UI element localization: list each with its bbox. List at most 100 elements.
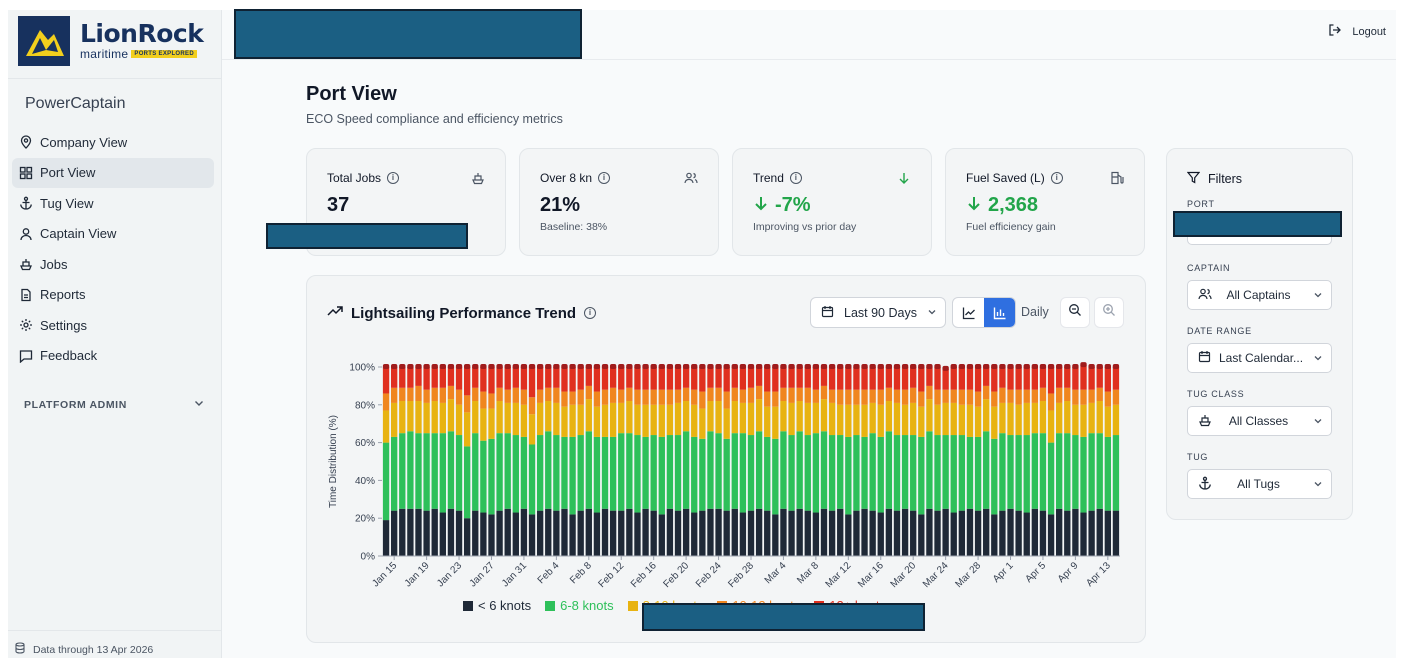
bar-segment xyxy=(609,367,617,388)
bar-segment xyxy=(585,508,592,556)
tug-select[interactable]: All Tugs xyxy=(1187,469,1332,499)
sidebar-item-settings[interactable]: Settings xyxy=(12,310,214,341)
bar-segment xyxy=(609,436,617,511)
zoom-out-button[interactable] xyxy=(1060,297,1090,328)
bar-segment xyxy=(382,410,390,443)
logout-button[interactable]: Logout xyxy=(1328,23,1386,40)
bar-segment xyxy=(682,431,690,509)
sidebar-item-feedback[interactable]: Feedback xyxy=(12,341,214,372)
bar-chart-button[interactable] xyxy=(984,298,1015,327)
bar-segment xyxy=(974,391,982,407)
bar-segment xyxy=(626,401,633,434)
bar-segment xyxy=(747,435,755,511)
anchor-icon xyxy=(1198,476,1212,493)
fuel-icon xyxy=(1110,171,1124,190)
tug-class-select[interactable]: All Classes xyxy=(1187,406,1332,436)
bar-segment xyxy=(853,367,860,390)
y-tick-label: 60% xyxy=(355,438,375,449)
bar-segment xyxy=(423,433,430,511)
bar-segment xyxy=(569,367,576,392)
calendar-icon xyxy=(1198,350,1211,366)
bar-segment xyxy=(926,431,933,509)
bar-cap xyxy=(520,364,528,369)
bar-cap xyxy=(399,364,406,369)
bar-segment xyxy=(893,389,901,403)
bar-cap xyxy=(658,364,665,369)
bar-segment xyxy=(496,401,503,434)
info-icon[interactable]: i xyxy=(789,172,802,184)
info-icon[interactable]: i xyxy=(387,172,400,184)
bar-segment xyxy=(755,367,763,386)
bar-segment xyxy=(455,510,463,556)
app-name: PowerCaptain xyxy=(25,95,126,112)
bar-segment xyxy=(999,367,1006,388)
bar-segment xyxy=(983,385,990,400)
bar-cap xyxy=(455,364,463,369)
sidebar-item-tug-view[interactable]: Tug View xyxy=(12,188,214,219)
bar-segment xyxy=(609,402,617,437)
sidebar-item-jobs[interactable]: Jobs xyxy=(12,249,214,280)
bar-segment xyxy=(715,401,722,434)
bar-segment xyxy=(869,433,876,511)
legend-item[interactable]: < 6 knots xyxy=(463,598,531,613)
sidebar-item-port-view[interactable]: Port View xyxy=(12,157,214,188)
sidebar: LionRock maritime PORTS EXPLORED PowerCa… xyxy=(8,10,222,658)
bar-segment xyxy=(1031,389,1039,403)
bar-segment xyxy=(569,391,576,405)
bar-segment xyxy=(634,389,641,405)
user-icon xyxy=(19,227,33,241)
info-icon[interactable]: i xyxy=(1050,172,1063,184)
bar-segment xyxy=(407,387,414,402)
bar-cap xyxy=(1112,364,1120,369)
bar-segment xyxy=(666,367,674,390)
bar-segment xyxy=(1096,387,1103,402)
bar-segment xyxy=(869,510,876,556)
bar-segment xyxy=(642,436,649,509)
bar-segment xyxy=(739,433,747,513)
bar-segment xyxy=(577,435,584,511)
arrow-down-icon xyxy=(966,194,982,217)
sidebar-item-captain-view[interactable]: Captain View xyxy=(12,219,214,250)
bar-segment xyxy=(407,508,414,556)
platform-admin-toggle[interactable]: PLATFORM ADMIN xyxy=(24,398,204,411)
bar-segment xyxy=(910,510,917,556)
bar-segment xyxy=(593,436,601,513)
granularity-toggle[interactable]: Daily xyxy=(1021,305,1049,319)
bar-segment xyxy=(536,389,544,403)
bar-segment xyxy=(699,408,706,439)
kpi-sub: Fuel efficiency gain xyxy=(966,221,1056,233)
sidebar-item-reports[interactable]: Reports xyxy=(12,280,214,311)
bar-segment xyxy=(666,508,674,556)
legend-item[interactable]: 6-8 knots xyxy=(545,598,614,613)
x-tick-label: Mar 20 xyxy=(889,560,919,590)
sidebar-item-label: Company View xyxy=(40,134,128,150)
bar-segment xyxy=(1072,367,1079,390)
line-chart-button[interactable] xyxy=(953,298,984,327)
kpi-label: Fuel Saved (L) xyxy=(966,171,1045,185)
bar-cap xyxy=(472,364,479,369)
bar-segment xyxy=(820,367,828,386)
bar-segment xyxy=(553,387,560,403)
date-range-filter[interactable]: Last Calendar... xyxy=(1187,343,1332,373)
data-through-text: Data through 13 Apr 2026 xyxy=(33,643,154,656)
ship-icon xyxy=(19,257,33,271)
redacted-block xyxy=(1173,211,1342,237)
bar-segment xyxy=(536,367,544,390)
bar-segment xyxy=(382,520,390,556)
info-icon[interactable]: i xyxy=(584,307,597,319)
bar-segment xyxy=(666,404,674,436)
bar-cap xyxy=(731,364,738,369)
bar-segment xyxy=(674,402,682,436)
zoom-in-button[interactable] xyxy=(1094,297,1124,328)
date-range-select[interactable]: Last 90 Days xyxy=(810,297,946,328)
sidebar-item-company-view[interactable]: Company View xyxy=(12,127,214,158)
bar-segment xyxy=(885,387,893,402)
top-bar: Logout xyxy=(222,9,1396,60)
redacted-block xyxy=(642,603,925,631)
filter-icon xyxy=(1186,171,1201,187)
kpi-sub: Improving vs prior day xyxy=(753,221,857,233)
captain-select[interactable]: All Captains xyxy=(1187,280,1332,310)
bar-segment xyxy=(391,402,398,437)
info-icon[interactable]: i xyxy=(598,172,611,184)
bar-segment xyxy=(1112,510,1120,556)
